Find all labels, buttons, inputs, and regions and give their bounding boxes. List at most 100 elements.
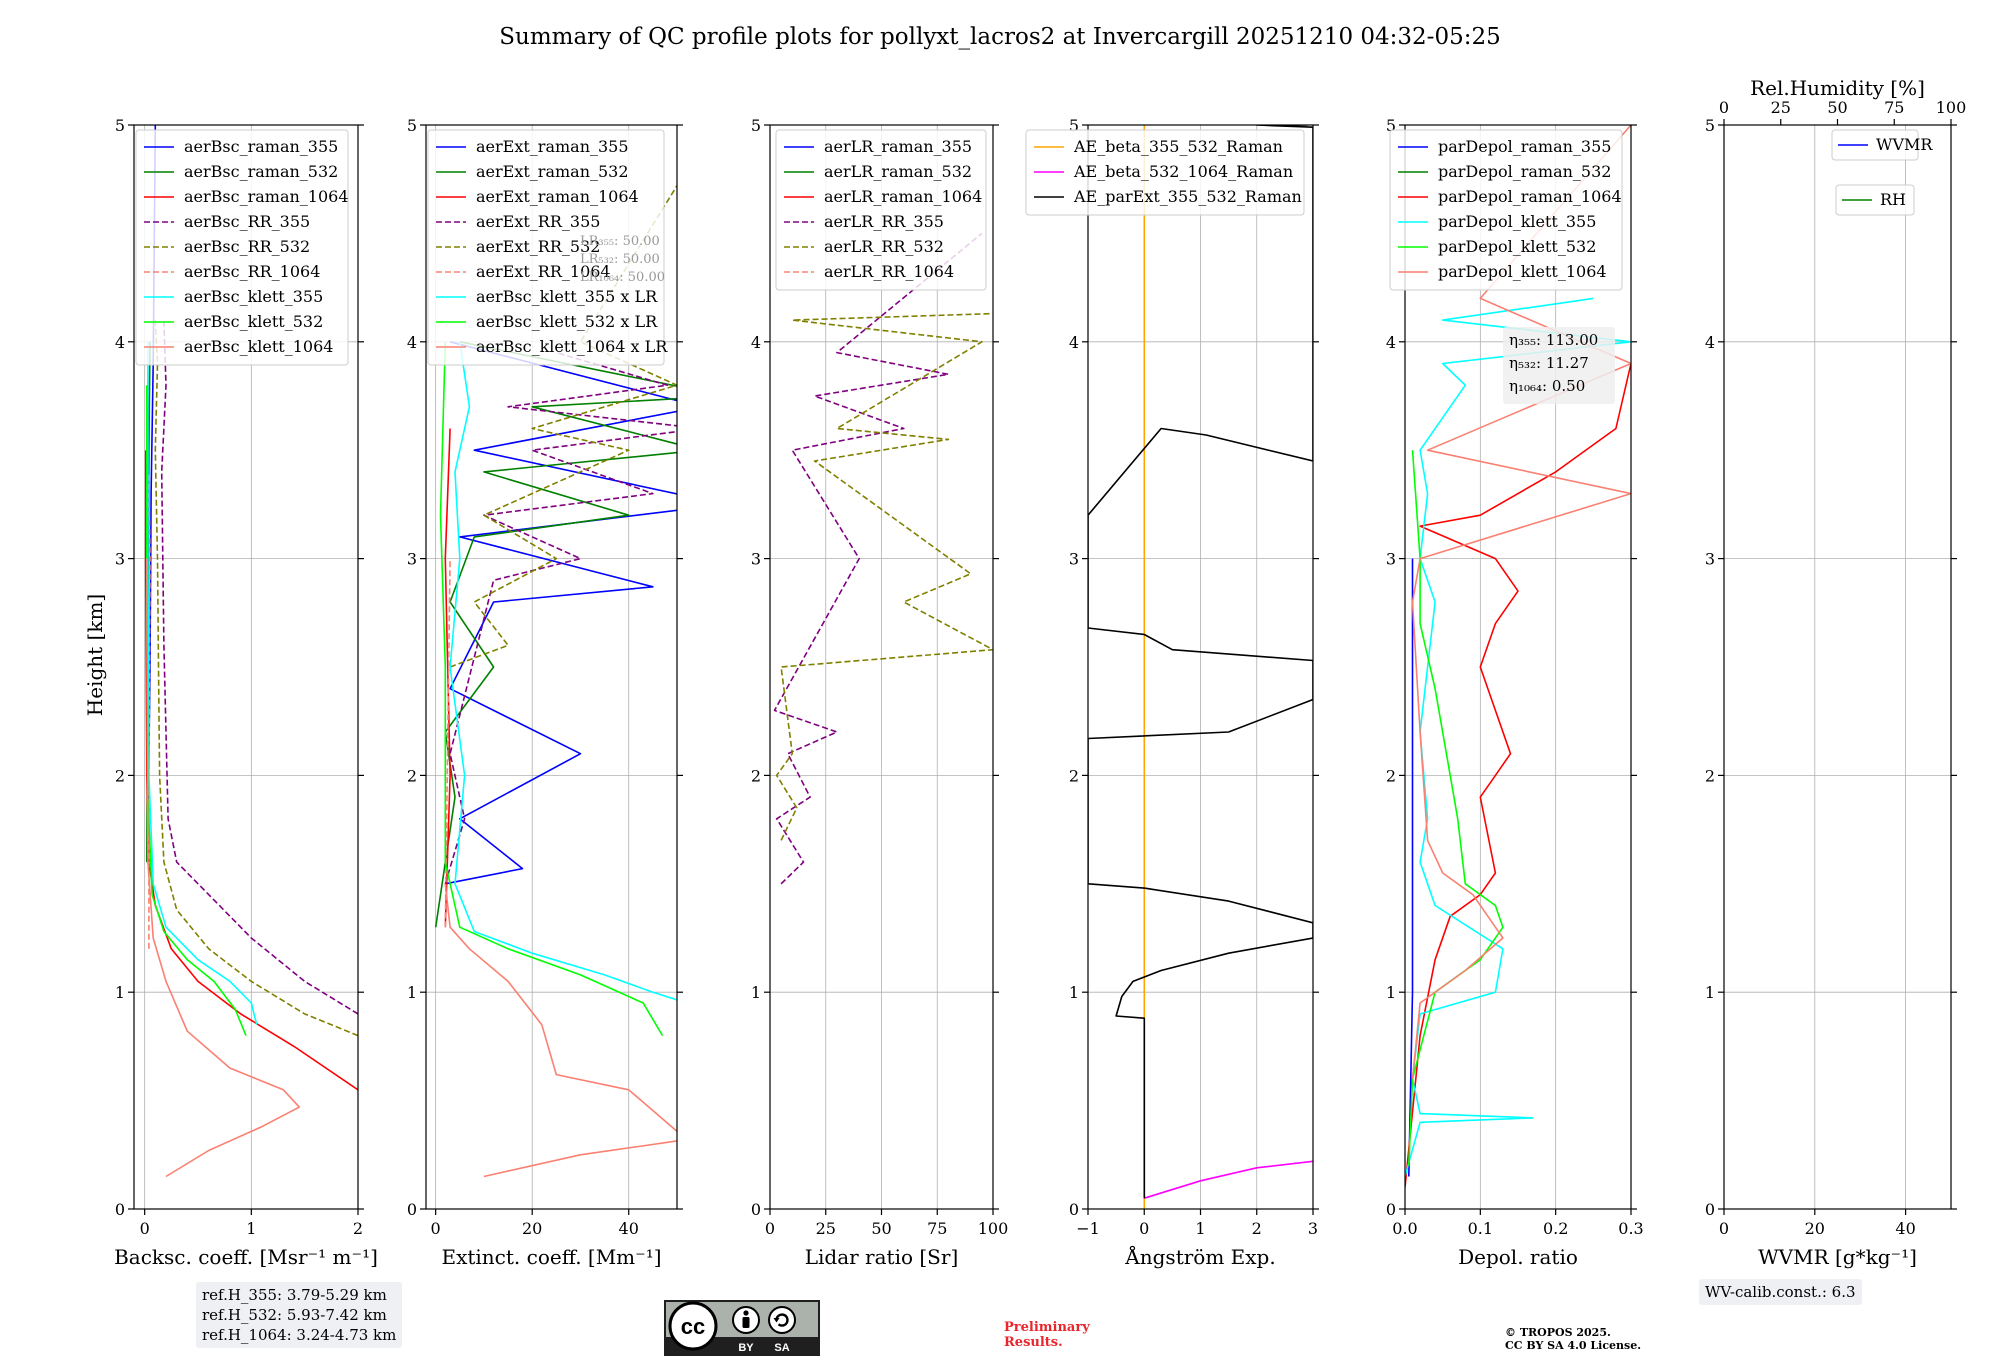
y-tick-label: 1 <box>1705 983 1715 1002</box>
series-line-aerBsc-klett-1064 <box>146 558 301 1178</box>
y-tick-label: 4 <box>751 333 761 352</box>
axes-frame <box>425 124 678 1210</box>
x-axis-label: WVMR [g*kg⁻¹] <box>1758 1245 1917 1269</box>
legend-label: aerBsc_RR_532 <box>184 237 310 256</box>
y-tick-label: 5 <box>407 116 417 135</box>
y-tick-label: 4 <box>1069 333 1079 352</box>
legend-label: parDepol_klett_532 <box>1438 237 1596 256</box>
legend-frame <box>427 129 665 366</box>
panel-depolarization: 0.0 0.1 0.2 0.3 0 1 2 3 4 5 Depol. ratio parDepol_r… <box>1386 116 1644 1269</box>
legend-label: aerBsc_klett_355 <box>184 287 323 306</box>
x-axis-label: Ångström Exp. <box>1124 1244 1275 1269</box>
x-tick-label: −1 <box>1076 1219 1100 1238</box>
svg-text:cc: cc <box>681 1314 705 1339</box>
y-tick-label: 5 <box>1386 116 1396 135</box>
y-tick-label: 3 <box>115 550 125 569</box>
series-line-AE-parExt-355-532-Raman <box>1088 125 1313 1199</box>
legend-label: aerExt_raman_355 <box>476 137 629 156</box>
y-tick-label: 2 <box>1705 766 1715 785</box>
x-tick-label: 0.0 <box>1392 1219 1417 1238</box>
axes-frame <box>1404 124 1632 1210</box>
series-line-aerBsc-klett-355 <box>147 341 258 1025</box>
legend-label: aerExt_RR_355 <box>476 212 600 231</box>
legend-label: aerLR_raman_355 <box>824 137 972 156</box>
legend-frame <box>1835 184 1915 216</box>
legend-label: parDepol_raman_355 <box>1438 137 1611 156</box>
x-tick-label: 0.1 <box>1468 1219 1493 1238</box>
x-tick-label: 1 <box>1195 1219 1205 1238</box>
series-line-aerExt-raman-355 <box>445 341 677 885</box>
legend-frame <box>135 129 349 366</box>
series-line-parDepol-raman-1064 <box>1405 363 1631 1188</box>
series-line-aerExt-RR-532 <box>449 184 677 668</box>
y-tick-label: 3 <box>1069 550 1079 569</box>
legend-label: aerLR_raman_1064 <box>824 187 982 206</box>
x-tick-label: 0 <box>431 1219 441 1238</box>
y-tick-label: 5 <box>1705 116 1715 135</box>
x-tick-label: 25 <box>816 1219 836 1238</box>
x-tick-label: 0 <box>765 1219 775 1238</box>
y-tick-label: 2 <box>115 766 125 785</box>
y-tick-label: 1 <box>115 983 125 1002</box>
panel-backscatter: 0 1 2 0 1 2 3 4 5 Backsc. coeff. [Msr⁻¹ m⁻¹] aerBs… <box>114 116 378 1269</box>
legend: aerLR_raman_355 aerLR_raman_532 aerLR_rama… <box>775 129 987 291</box>
series-line-aerBsc-klett-355-x-LR <box>449 341 677 1001</box>
x-tick-label: 100 <box>978 1219 1009 1238</box>
y-tick-label: 5 <box>115 116 125 135</box>
ref-height-532: ref.H_532: 5.93-7.42 km <box>202 1306 387 1324</box>
legend: parDepol_raman_355 parDepol_raman_532 parD… <box>1389 129 1623 291</box>
axes-frame <box>1087 124 1314 1210</box>
series-line-aerBsc-klett-1064-x-LR <box>444 883 677 1178</box>
x-axis-label: Extinct. coeff. [Mm⁻¹] <box>441 1245 661 1269</box>
legend-frame <box>1025 129 1305 216</box>
panel-lidar_ratio: 0 25 50 75 100 0 1 2 3 4 5 Lidar ratio [Sr] aerLR_ra… <box>751 116 1008 1269</box>
x-tick-label: 50 <box>871 1219 891 1238</box>
annotation-text: η₅₃₂: 11.27 <box>1509 354 1589 372</box>
cc-license-badge: cc BY SA <box>664 1300 820 1356</box>
y-tick-label: 4 <box>1705 333 1715 352</box>
y-tick-label: 4 <box>115 333 125 352</box>
annotation-text: η₃₅₅: 113.00 <box>1509 331 1598 349</box>
legend-label: aerExt_RR_1064 <box>476 262 611 281</box>
legend-label: aerBsc_raman_355 <box>184 137 338 156</box>
series-line-aerBsc-klett-532-x-LR <box>439 341 664 1037</box>
x-tick-label: 0.3 <box>1618 1219 1643 1238</box>
legend-label: AE_parExt_355_532_Raman <box>1073 187 1302 206</box>
legend-label: aerBsc_klett_1064 <box>184 337 333 356</box>
legend-label: aerBsc_klett_532 <box>184 312 323 331</box>
legend-label: aerExt_raman_1064 <box>476 187 639 206</box>
by-label: BY <box>738 1342 754 1354</box>
axes-frame <box>769 124 994 1210</box>
annotation-group: LR₃₅₅: 50.00 LR₅₃₂: 50.00 LR₁₀₆₄: 50.00 <box>580 234 665 285</box>
legend-label: aerExt_raman_532 <box>476 162 629 181</box>
legend-label: aerBsc_klett_355 x LR <box>476 287 658 306</box>
legend-label: parDepol_klett_1064 <box>1438 262 1607 281</box>
x-axis-label: Backsc. coeff. [Msr⁻¹ m⁻¹] <box>114 1245 378 1269</box>
legend-label: parDepol_klett_355 <box>1438 212 1596 231</box>
panel-extinction: 0 20 40 0 1 2 3 4 5 Extinct. coeff. [Mm⁻¹] aerExt_… <box>407 116 683 1269</box>
x-tick-label: 1 <box>246 1219 256 1238</box>
series-group <box>1088 125 1313 1209</box>
x-tick-label: 0.2 <box>1543 1219 1568 1238</box>
x-tick-label: 2 <box>1252 1219 1262 1238</box>
x2-tick-label: 100 <box>1936 98 1967 117</box>
legend-label: aerBsc_raman_532 <box>184 162 338 181</box>
reference-height-box: ref.H_355: 3.79-5.29 km ref.H_532: 5.93-… <box>196 1282 403 1348</box>
legend: aerBsc_raman_355 aerBsc_raman_532 aerBsc_r… <box>135 129 349 366</box>
y-tick-label: 2 <box>1386 766 1396 785</box>
y-tick-label: 0 <box>1069 1200 1079 1219</box>
legend-label: aerBsc_RR_1064 <box>184 262 320 281</box>
legend-label: WVMR <box>1876 135 1933 154</box>
x-axis-label: Depol. ratio <box>1458 1245 1578 1269</box>
series-line-AE-beta-532-1064-Raman <box>1144 1160 1313 1199</box>
x2-tick-label: 0 <box>1719 98 1729 117</box>
x-tick-label: 40 <box>1895 1219 1915 1238</box>
x-tick-label: 2 <box>353 1219 363 1238</box>
x-axis-label: Lidar ratio [Sr] <box>805 1245 959 1269</box>
y-tick-label: 0 <box>1705 1200 1715 1219</box>
x-tick-label: 20 <box>1805 1219 1825 1238</box>
x-tick-label: 0 <box>140 1219 150 1238</box>
legend-frame <box>775 129 987 291</box>
legend-label: AE_beta_532_1064_Raman <box>1073 162 1293 181</box>
